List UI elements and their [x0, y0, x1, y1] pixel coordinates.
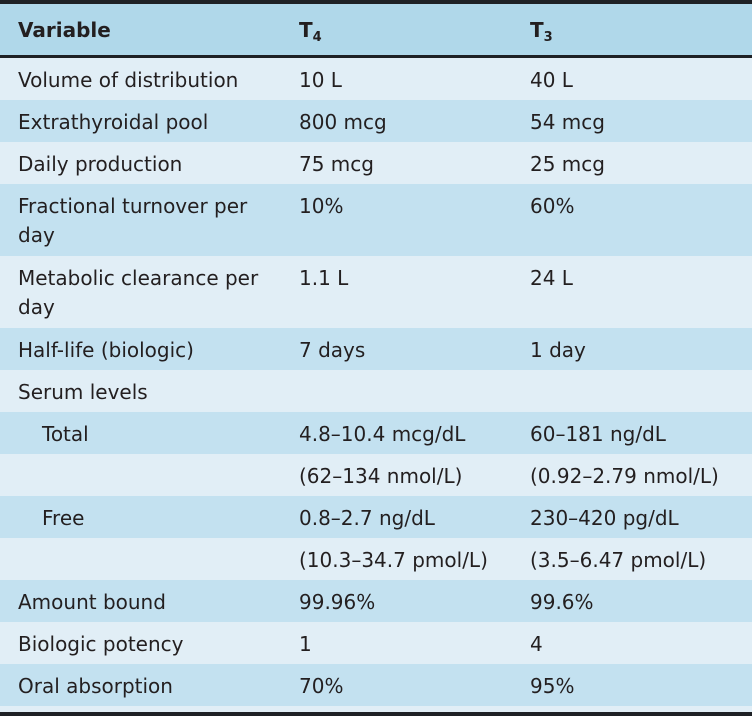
- t3-cell: 25 mcg: [530, 152, 605, 176]
- variable-cell: Extrathyroidal pool: [18, 110, 209, 134]
- variable-cell: Volume of distribution: [18, 68, 239, 92]
- t4-cell: 1.1 L: [299, 266, 349, 290]
- t4-cell: 0.8–2.7 ng/dL: [299, 506, 435, 530]
- table-row: Metabolic clearance per day 1.1 L 24 L: [0, 256, 752, 328]
- t3-cell: 95%: [530, 674, 575, 698]
- table-row: Fractional turnover per day 10% 60%: [0, 184, 752, 256]
- table-row: Amount bound 99.96% 99.6%: [0, 580, 752, 622]
- table-row: Free 0.8–2.7 ng/dL 230–420 pg/dL: [0, 496, 752, 538]
- table-row: Biologic potency 1 4: [0, 622, 752, 664]
- header-t4-label: T: [299, 17, 313, 42]
- header-variable: Variable: [0, 18, 281, 42]
- variable-cell: Amount bound: [18, 590, 166, 614]
- variable-cell: Daily production: [18, 152, 183, 176]
- variable-cell: Total: [42, 422, 89, 446]
- variable-cell: Oral absorption: [18, 674, 173, 698]
- t3-cell: (0.92–2.79 nmol/L): [530, 464, 719, 488]
- table-row: Volume of distribution 10 L 40 L: [0, 58, 752, 100]
- t3-cell: 24 L: [530, 266, 573, 290]
- variable-cell: Half-life (biologic): [18, 338, 194, 362]
- header-t4-subscript: 4: [312, 29, 322, 45]
- header-t3-subscript: 3: [543, 29, 553, 45]
- t3-cell: 4: [530, 632, 543, 656]
- table-row: (10.3–34.7 pmol/L) (3.5–6.47 pmol/L): [0, 538, 752, 580]
- t3-cell: 230–420 pg/dL: [530, 506, 679, 530]
- t3-cell: (3.5–6.47 pmol/L): [530, 548, 707, 572]
- table-row: Half-life (biologic) 7 days 1 day: [0, 328, 752, 370]
- t3-cell: 60%: [530, 194, 575, 218]
- table-row: Total 4.8–10.4 mcg/dL 60–181 ng/dL: [0, 412, 752, 454]
- t4-cell: (62–134 nmol/L): [299, 464, 463, 488]
- t3-cell: 54 mcg: [530, 110, 605, 134]
- t4-cell: 10%: [299, 194, 344, 218]
- t3-cell: 60–181 ng/dL: [530, 422, 666, 446]
- t4-cell: 1: [299, 632, 312, 656]
- table-row: (62–134 nmol/L) (0.92–2.79 nmol/L): [0, 454, 752, 496]
- header-t4: T4: [281, 17, 512, 45]
- header-t3: T3: [512, 17, 752, 45]
- variable-cell: Metabolic clearance per day: [18, 266, 259, 319]
- header-t3-label: T: [530, 17, 544, 42]
- t4-cell: (10.3–34.7 pmol/L): [299, 548, 488, 572]
- t4-cell: 70%: [299, 674, 344, 698]
- variable-cell: Biologic potency: [18, 632, 184, 656]
- t4-cell: 800 mcg: [299, 110, 387, 134]
- variable-cell: Free: [42, 506, 85, 530]
- t4-cell: 10 L: [299, 68, 342, 92]
- table-row: Extrathyroidal pool 800 mcg 54 mcg: [0, 100, 752, 142]
- header-variable-label: Variable: [18, 17, 111, 42]
- t3-cell: 40 L: [530, 68, 573, 92]
- t4-cell: 4.8–10.4 mcg/dL: [299, 422, 466, 446]
- table-header: Variable T4 T3: [0, 4, 752, 58]
- table-row: Daily production 75 mcg 25 mcg: [0, 142, 752, 184]
- t3-cell: 99.6%: [530, 590, 594, 614]
- t4-cell: 7 days: [299, 338, 366, 362]
- t3-cell: 1 day: [530, 338, 586, 362]
- t4-cell: 99.96%: [299, 590, 376, 614]
- variable-cell: Serum levels: [18, 380, 148, 404]
- table-row-section: Serum levels: [0, 370, 752, 412]
- table-row: Oral absorption 70% 95%: [0, 664, 752, 706]
- variable-cell: Fractional turnover per day: [18, 194, 248, 247]
- t4-cell: 75 mcg: [299, 152, 374, 176]
